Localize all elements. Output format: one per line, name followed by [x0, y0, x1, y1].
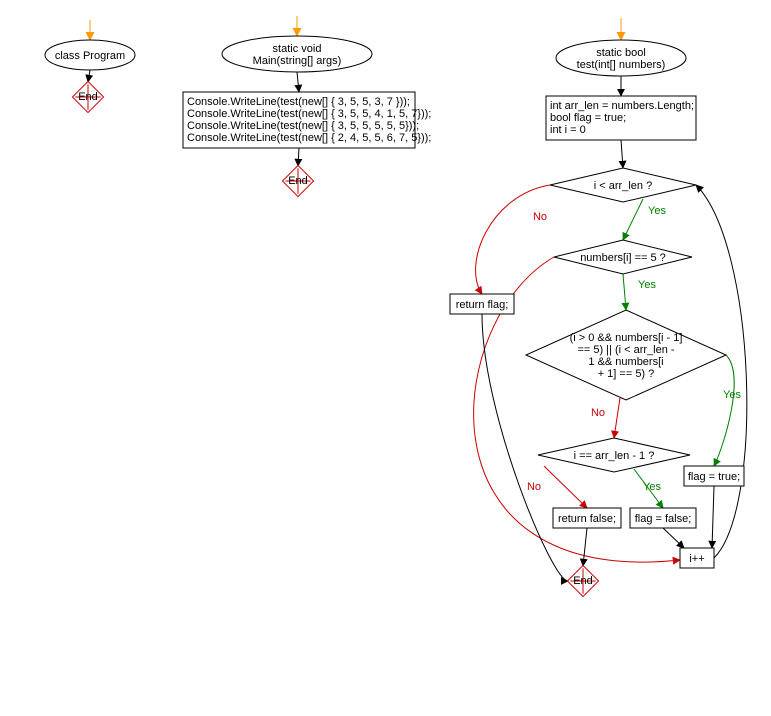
svg-text:int i = 0: int i = 0: [550, 124, 586, 136]
svg-text:i == arr_len - 1 ?: i == arr_len - 1 ?: [574, 450, 655, 462]
svg-text:Console.WriteLine(test(new[] {: Console.WriteLine(test(new[] { 3, 5, 5, …: [187, 108, 431, 120]
flowchart-canvas: Yes No Yes Yes No Yes No class Program End stati…: [0, 0, 771, 716]
svg-text:1 && numbers[i: 1 && numbers[i: [588, 356, 663, 368]
svg-text:Console.WriteLine(test(new[] {: Console.WriteLine(test(new[] { 3, 5, 5, …: [187, 120, 419, 132]
svg-text:+ 1] == 5) ?: + 1] == 5) ?: [598, 368, 655, 380]
svg-text:Yes: Yes: [643, 481, 661, 493]
svg-text:Yes: Yes: [648, 205, 666, 217]
svg-text:static bool: static bool: [596, 47, 646, 59]
svg-text:i < arr_len ?: i < arr_len ?: [594, 180, 652, 192]
svg-text:flag = false;: flag = false;: [635, 513, 692, 525]
svg-text:Yes: Yes: [723, 389, 741, 401]
svg-text:return false;: return false;: [558, 513, 616, 525]
svg-text:static void: static void: [273, 43, 322, 55]
svg-text:End: End: [288, 175, 308, 187]
svg-text:class Program: class Program: [55, 50, 125, 62]
svg-text:No: No: [591, 407, 605, 419]
svg-text:bool flag = true;: bool flag = true;: [550, 112, 626, 124]
svg-text:End: End: [573, 575, 593, 587]
svg-text:int arr_len = numbers.Length;: int arr_len = numbers.Length;: [550, 100, 694, 112]
svg-text:return flag;: return flag;: [456, 299, 509, 311]
svg-text:numbers[i] == 5 ?: numbers[i] == 5 ?: [580, 252, 666, 264]
svg-text:Console.WriteLine(test(new[] {: Console.WriteLine(test(new[] { 3, 5, 5, …: [187, 96, 410, 108]
svg-text:== 5) || (i < arr_len -: == 5) || (i < arr_len -: [577, 344, 674, 356]
svg-text:(i > 0 && numbers[i - 1]: (i > 0 && numbers[i - 1]: [570, 332, 683, 344]
svg-text:test(int[] numbers): test(int[] numbers): [577, 59, 666, 71]
svg-text:i++: i++: [689, 553, 704, 565]
svg-text:flag = true;: flag = true;: [688, 471, 740, 483]
svg-text:Console.WriteLine(test(new[] {: Console.WriteLine(test(new[] { 2, 4, 5, …: [187, 132, 431, 144]
svg-text:No: No: [527, 481, 541, 493]
svg-text:Yes: Yes: [638, 279, 656, 291]
svg-text:End: End: [78, 91, 98, 103]
svg-text:Main(string[] args): Main(string[] args): [253, 55, 342, 67]
svg-text:No: No: [533, 211, 547, 223]
